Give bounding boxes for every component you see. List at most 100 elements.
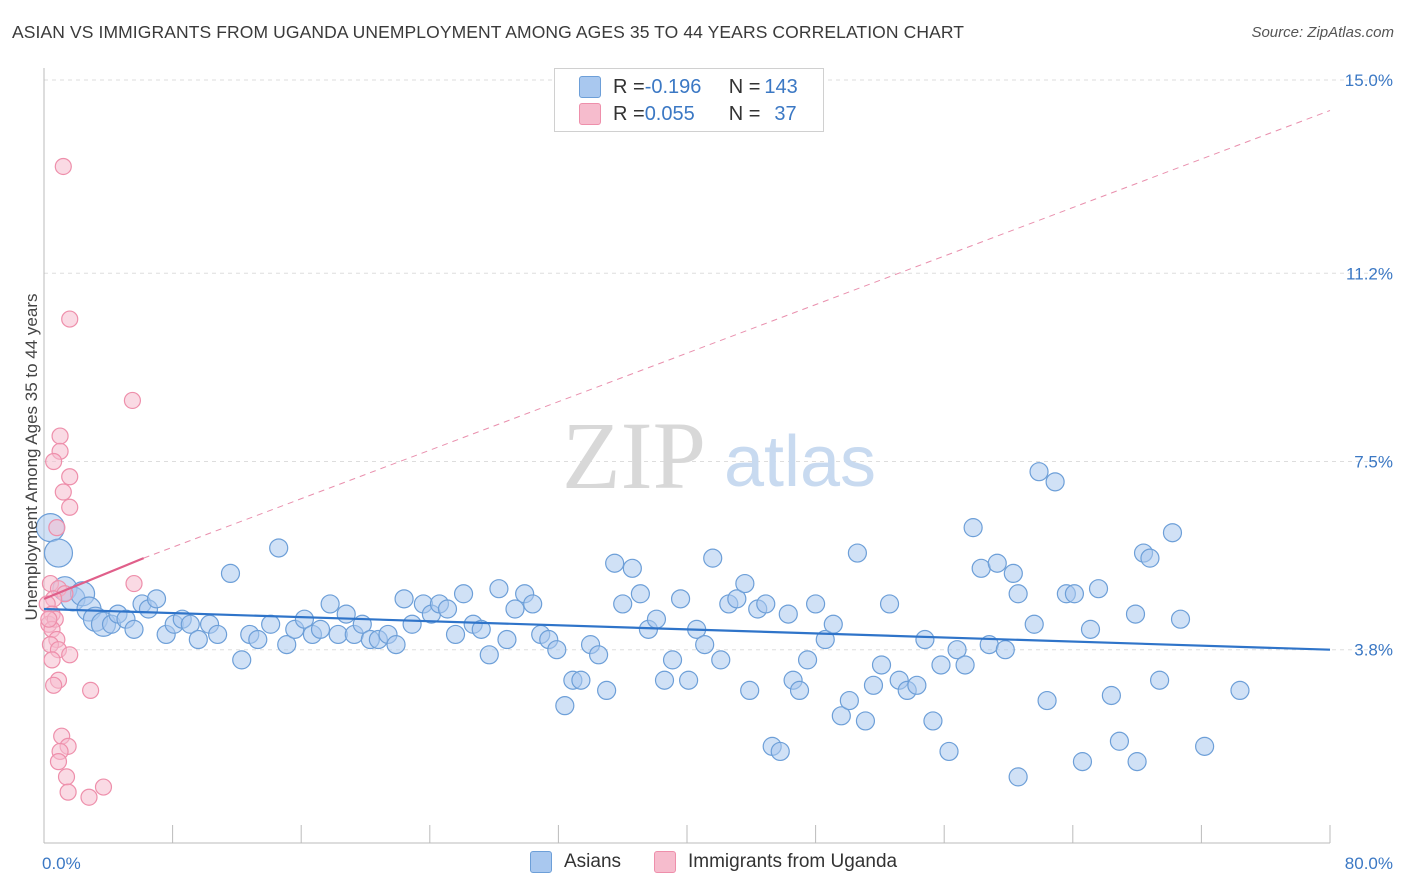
uganda-point [51,427,69,445]
asians-legend-label: Asians [564,851,622,872]
asian-point [479,645,499,665]
asian-point [756,594,776,614]
asian-point [789,680,810,701]
asian-point [1127,752,1147,772]
asian-point [328,624,348,645]
asian-point [1045,472,1065,492]
asian-point [955,655,975,675]
uganda-point [61,310,79,328]
asian-point [871,655,892,675]
asian-point [294,609,315,629]
asian-point [1088,579,1109,599]
uganda-point [125,574,143,593]
asians-n-value: 143 [764,75,798,98]
asian-point [277,635,297,655]
asian-point [310,619,331,639]
asian-point [1170,609,1191,629]
asian-point [437,599,458,619]
asian-point [555,696,575,716]
asian-point [489,579,509,599]
asian-point [588,645,609,665]
uganda-point [45,452,63,471]
asian-point [1024,614,1044,634]
source-note: Source: ZipAtlas.com [1251,24,1394,41]
asian-point [1080,619,1101,639]
uganda-point [80,788,98,806]
uganda-point [94,778,113,796]
asian-point [963,518,983,538]
asian-point [1037,690,1057,711]
uganda-point [40,610,58,628]
asian-point [523,594,543,614]
uganda-legend-label: Immigrants from Uganda [688,851,898,872]
asian-point [695,635,715,655]
asian-point [662,650,683,670]
asian-point [847,543,867,563]
asian-point [939,741,959,762]
correlation-legend: R = -0.196 N = 143 R = 0.055 N = 37 [554,68,824,132]
asian-point [336,604,356,624]
asian-point [740,680,760,701]
asian-point [1195,736,1215,756]
asian-point [907,675,927,695]
uganda-point [61,498,79,516]
y-tick-label: 11.2% [1346,264,1393,283]
uganda-legend-swatch [654,851,676,873]
uganda-point [48,519,66,537]
asian-point [232,650,252,670]
y-axis-label: Unemployment Among Ages 35 to 44 years [22,294,41,621]
asian-point [778,604,798,624]
asian-point [453,584,474,604]
asian-point [630,584,650,604]
asians-n-label: N = [728,75,761,98]
asian-point [923,711,943,731]
uganda-point [57,768,76,786]
asian-point [146,589,167,609]
uganda-point [123,391,142,410]
asian-point [1064,584,1085,604]
x-tick-label: 0.0% [42,854,81,873]
asian-point [220,563,241,584]
asian-point [124,619,144,639]
asian-point [605,553,625,573]
uganda-point [54,157,72,176]
x-tick-label: 80.0% [1345,854,1393,873]
chart-title: ASIAN VS IMMIGRANTS FROM UGANDA UNEMPLOY… [12,22,965,42]
asian-point [1029,462,1049,482]
uganda-point [82,681,100,700]
asian-point [180,614,200,634]
watermark-atlas: atlas [724,422,876,502]
asian-point [1003,563,1023,584]
asian-point [208,624,228,645]
uganda-point [45,676,63,694]
asian-point [646,609,667,629]
uganda-n-value: 37 [774,102,797,125]
asian-point [855,711,876,731]
asian-point [471,619,491,639]
asian-point [735,573,755,594]
asian-trend-line [43,607,1331,651]
asian-point [386,635,406,655]
legend-item-asians[interactable]: Asians [530,851,621,873]
asian-point [1150,670,1170,690]
watermark-zip: ZIP [562,402,706,509]
asian-point [1072,752,1093,772]
asian-point [547,640,567,660]
asian-point [1109,731,1130,751]
uganda-point [43,651,61,669]
points-layer [35,157,1250,806]
asians-r-label: R = [613,75,645,98]
series-legend: Asians Immigrants from Uganda [0,851,1406,877]
asians-swatch [579,76,601,98]
uganda-point [61,468,79,486]
legend-item-uganda[interactable]: Immigrants from Uganda [654,851,897,873]
asian-point [497,629,517,650]
asian-point [248,629,268,650]
asian-point [320,594,340,614]
asian-point [505,599,525,619]
uganda-trend-line [43,557,145,600]
uganda-point [61,646,79,664]
asian-point [1140,548,1160,568]
asian-point [402,614,422,634]
